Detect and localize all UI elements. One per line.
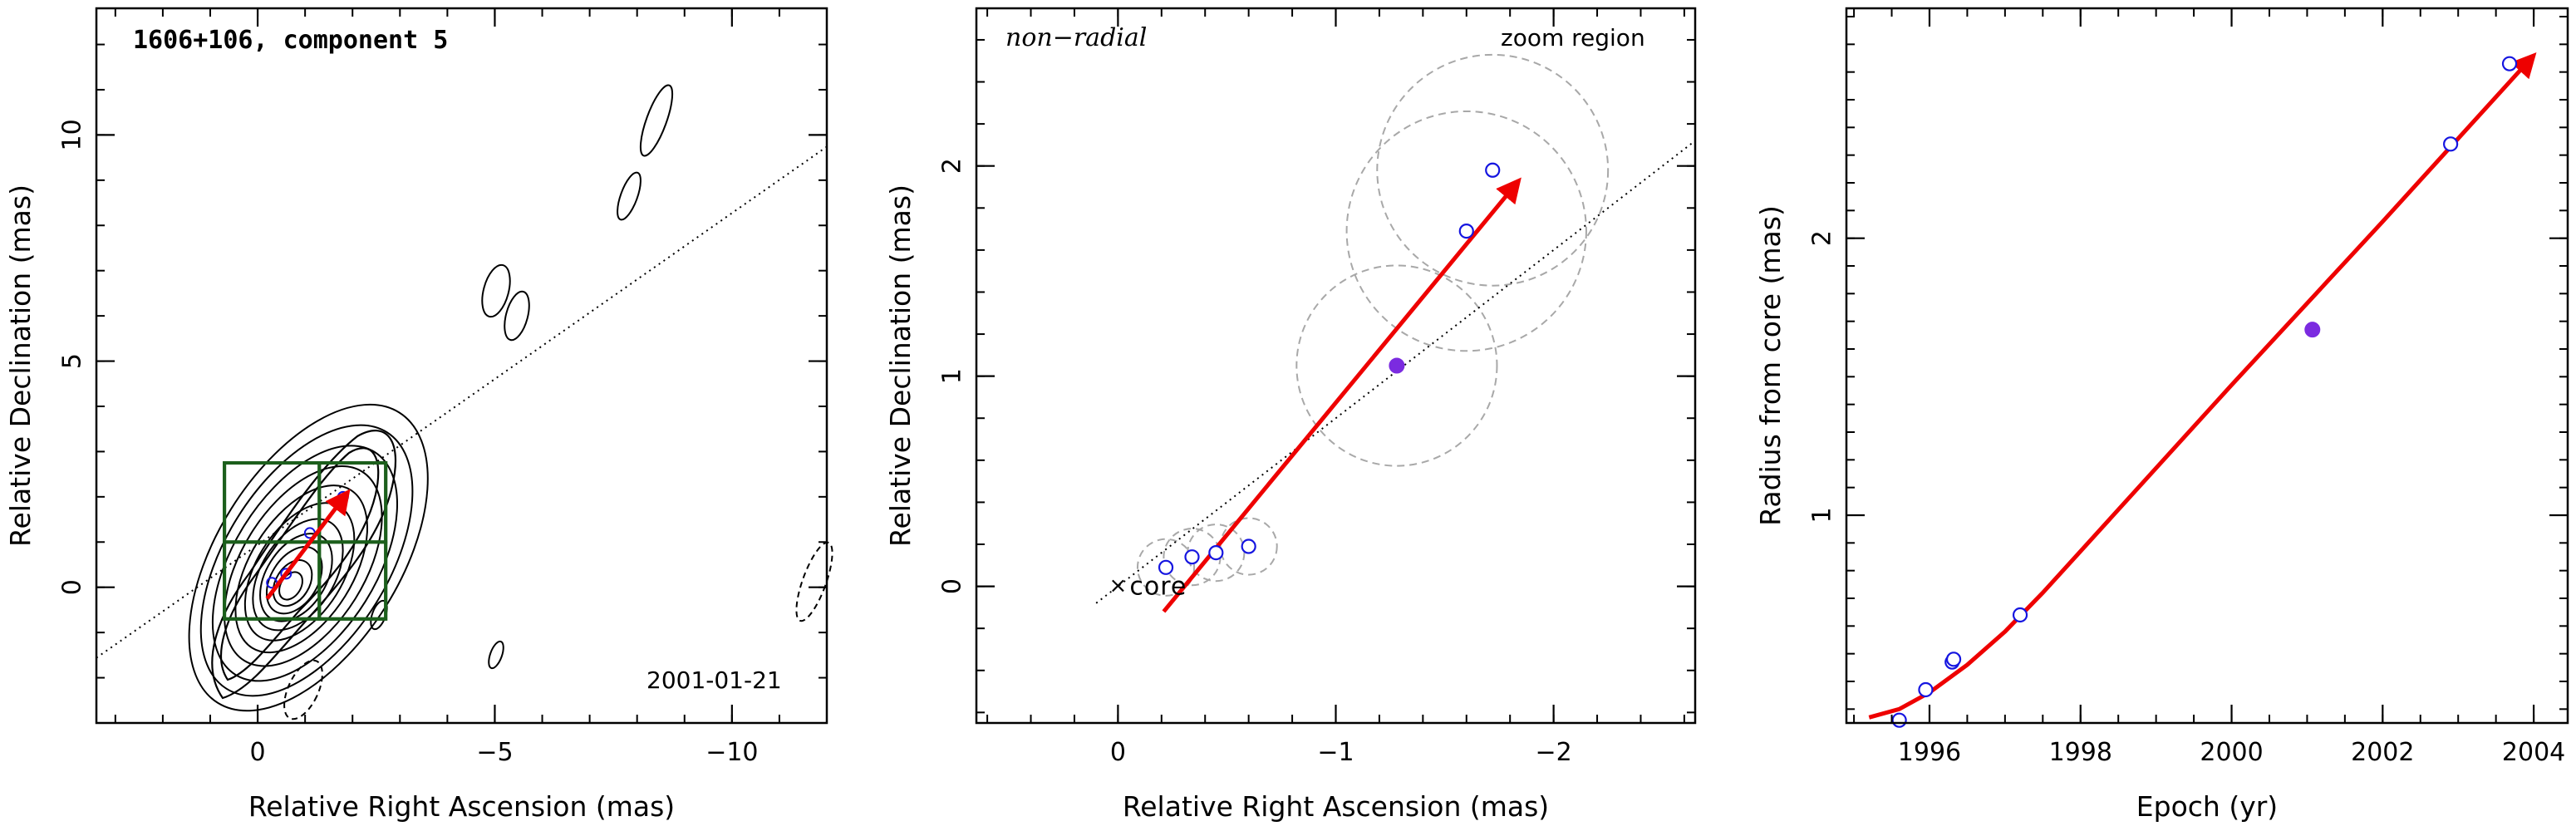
right-open-point [1945,652,1962,667]
middle-open-point [1241,538,1256,554]
middle-x-axis-title: Relative Right Ascension (mas) [1123,790,1549,823]
middle-y-axis-title: Relative Declination (mas) [884,184,917,547]
contour-ring [234,484,369,654]
right-panel: 1996 1998 2000 2002 2004 1 2 Epoch (yr) Radius f… [1754,7,2569,823]
middle-motion-arrow [1162,177,1522,613]
right-open-point [2443,136,2459,152]
left-data-point [280,568,293,580]
right-y-tick-label: 1 [1808,507,1837,523]
contour-map [188,84,833,720]
middle-open-point [1458,224,1474,239]
middle-x-tick-label: 0 [1110,738,1126,767]
right-frame [1845,7,2569,725]
left-frame [95,7,828,725]
error-circle [1219,517,1278,576]
error-circle [1136,538,1196,597]
right-x-tick-label: 2000 [2200,738,2263,767]
left-y-tick-label: 5 [58,353,87,369]
middle-y-tick-label: 0 [938,578,967,594]
left-y-axis-title: Relative Declination (mas) [4,184,37,547]
right-y-tick-label: 2 [1808,230,1837,246]
right-filled-point [2304,322,2321,338]
left-panel: 0 −5 −10 0 5 10 Relative Right Ascension (mas)… [4,7,833,823]
middle-annotation-zoom: zoom region [1501,24,1645,52]
middle-frame [975,7,1697,725]
right-x-tick-label: 2002 [2351,738,2414,767]
middle-y-tick-label: 1 [938,368,967,384]
left-y-tick-label: 10 [58,119,87,150]
core-label: core [1129,573,1187,602]
error-circle [1345,110,1587,352]
error-circle [1295,264,1498,467]
contour-ring [199,424,414,697]
error-circle [1376,53,1610,287]
right-x-tick-label: 2004 [2502,738,2565,767]
contour-ring [224,465,383,667]
left-x-tick-label: −5 [476,738,513,767]
middle-open-point [1208,545,1224,561]
left-annotation-date: 2001-01-21 [646,666,782,694]
zoom-box [317,461,388,544]
right-x-tick-label: 1996 [1898,738,1961,767]
right-open-point [2012,607,2028,623]
right-x-axis-title: Epoch (yr) [2136,790,2278,823]
right-x-tick-label: 1998 [2049,738,2112,767]
left-motion-arrow [265,489,351,600]
left-trajectory-line [96,145,828,659]
left-x-tick-label: −10 [705,738,758,767]
contour-ring [265,546,323,615]
right-open-point [1891,712,1907,728]
left-annotation-title: 1606+106, component 5 [133,26,448,55]
right-open-point [2501,56,2518,71]
right-y-axis-title: Radius from core (mas) [1754,205,1787,526]
core-marker: × [1109,573,1127,598]
zoom-box [223,540,322,621]
middle-open-point [1158,559,1174,575]
middle-x-tick-label: −1 [1317,738,1354,767]
contour-ring [211,445,398,682]
left-x-tick-label: 0 [250,738,266,767]
left-x-axis-title: Relative Right Ascension (mas) [248,790,675,823]
middle-filled-point [1389,357,1405,374]
fit-curve [1868,52,2537,720]
middle-annotation-nonradial: non−radial [1005,23,1147,52]
middle-open-point [1485,162,1501,178]
middle-panel: × 0 −1 −2 0 1 2 Relative Right Ascension (mas)… [884,7,1697,823]
contour-ring [272,559,313,607]
middle-y-tick-label: 2 [938,158,967,174]
contour-ring [252,518,344,632]
middle-x-tick-label: −2 [1536,738,1572,767]
right-open-point [1918,681,1934,698]
left-y-tick-label: 0 [58,579,87,595]
middle-open-point [1184,549,1200,565]
